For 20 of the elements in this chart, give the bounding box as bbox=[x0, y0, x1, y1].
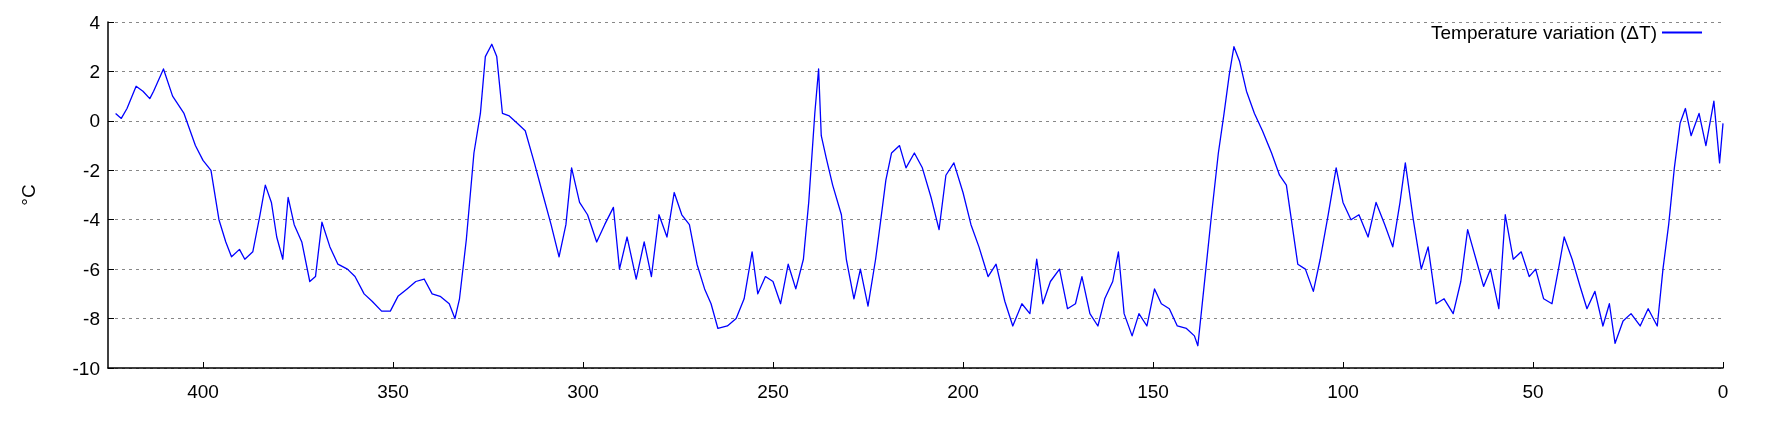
y-tick-label: -4 bbox=[83, 209, 101, 231]
line-series bbox=[114, 43, 1724, 347]
x-tick-label: 0 bbox=[1717, 381, 1729, 402]
y-tick-label: -6 bbox=[83, 258, 100, 280]
x-tick-label: 300 bbox=[567, 381, 599, 402]
y-tick-label: -2 bbox=[83, 159, 100, 181]
y-tick-label: 2 bbox=[89, 60, 100, 82]
x-tick-label: 100 bbox=[1327, 381, 1359, 402]
y-tick-label: -8 bbox=[83, 308, 100, 330]
x-tick-label: 150 bbox=[1137, 381, 1169, 402]
x-tick-label: 50 bbox=[1522, 381, 1544, 402]
x-tick-label: 250 bbox=[757, 381, 789, 402]
x-tick-label: 350 bbox=[377, 381, 409, 402]
x-tick-label: 400 bbox=[187, 381, 219, 402]
y-tick-label: -10 bbox=[72, 357, 100, 379]
y-axis-title: °C bbox=[18, 184, 39, 206]
x-tick-label: 200 bbox=[947, 381, 979, 402]
legend-label: Temperature variation (ΔT) bbox=[1431, 22, 1657, 43]
y-tick-label: 0 bbox=[89, 110, 100, 132]
y-tick-label: 4 bbox=[89, 11, 101, 33]
